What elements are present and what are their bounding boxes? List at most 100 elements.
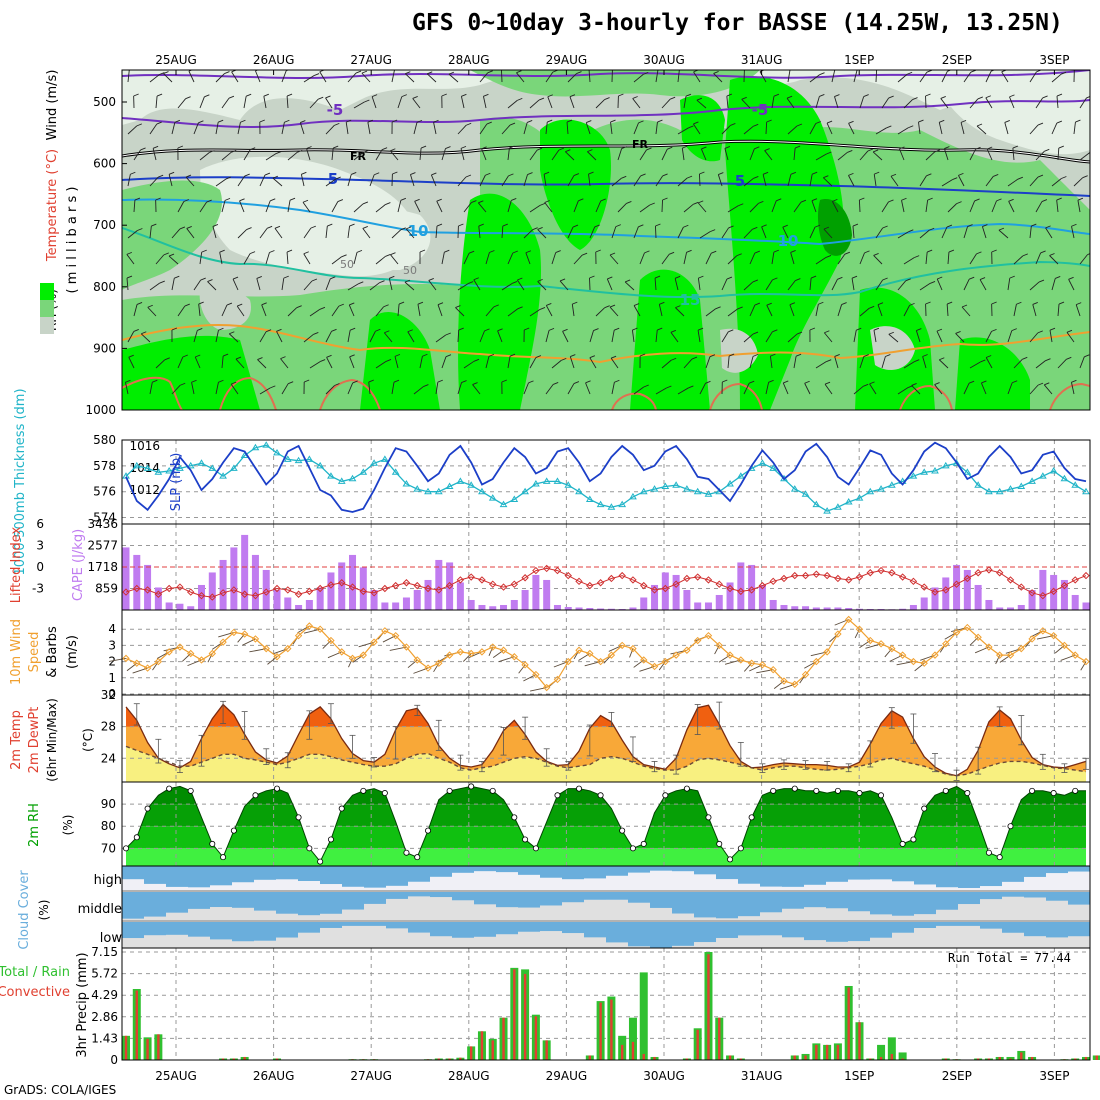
rh2m-unit-label: (%) [61,815,75,836]
wind-barb [168,174,173,187]
wind-barb-flag [445,354,452,358]
cloud-cover-block [210,922,232,940]
wind-barb [1071,226,1075,239]
cape-tick-label: 1718 [87,560,118,574]
wind-barb [1057,147,1060,161]
wind-barb-flag [752,279,759,283]
wind-barb [809,123,817,135]
wind-barb-flag [133,93,139,97]
cape-bar [802,606,810,610]
thickness-point [316,461,325,469]
rh-point [414,854,421,861]
wind-barb [721,278,728,291]
wind-barb [325,331,332,343]
wind-barb-flag [976,123,983,127]
wind-barb-flag [422,353,428,357]
wind-barb [1066,332,1075,343]
wind-barb-flag [926,173,932,177]
wind-barb-flag [824,381,831,385]
wind-barb [215,382,219,395]
wind-barb-flag [996,198,1002,202]
top-date-label: 1SEP [844,53,874,67]
wind-barb [589,357,597,369]
rh-point [770,787,777,794]
wind-barb [670,332,679,343]
wind-barb-flag [901,197,907,201]
wind-barb [947,203,957,213]
wind-barb [823,228,833,239]
cape-bar [543,579,551,610]
wind-barb [859,356,865,369]
bottom-date-label: 31AUG [741,1069,783,1083]
rh-point [856,790,863,797]
wind-barb [537,281,547,291]
lifted-index-point [294,590,303,598]
precip-convective-bar [901,1058,904,1060]
precip-convective-bar [545,1040,548,1060]
wind-barb-flag [967,224,973,227]
wind-barb [787,70,791,83]
cloud-cover-block [1068,866,1090,872]
cape-axis-label: CAPE (J/kg) [71,529,86,601]
wind-barb [516,279,525,291]
wind-barb-flag [246,93,252,97]
cloud-cover-block [760,892,782,913]
wind-barb-flag [916,328,922,331]
wind-barb-flag [812,171,818,175]
cloud-cover-block [144,892,166,917]
wind-barb-flag [918,119,924,123]
cloud-cover-block [1002,892,1024,897]
precip-convective-bar [858,1022,861,1060]
wind-barb [1007,382,1013,395]
wind-speed-point [801,670,810,679]
wind-barb-flag [327,223,333,227]
wind-barb-flag [1044,148,1050,152]
lifted-index-point [618,571,626,580]
wind-barb-flag [383,304,389,308]
wind-barb-flag [1012,380,1018,384]
wind-barb-flag [782,224,788,228]
wind-barb-flag [420,145,427,149]
cape-bar [327,572,335,610]
wind-speed-point [758,661,767,669]
wind-barb [762,174,767,187]
cloud-cover-block [166,892,188,913]
wind-barb [215,330,219,343]
wind-barb [221,356,224,369]
precip-convective-bar [1095,1055,1098,1060]
wind-barb [1032,304,1037,317]
cape-bar [241,534,249,610]
thickness-point [995,487,1004,495]
wind-barb [497,330,503,343]
wind-speed-point [996,651,1004,659]
wind-barb-flag [925,93,931,97]
cape-bar [629,607,637,610]
wind-barb [693,71,701,83]
wind-barb [661,149,668,161]
wind-speed-point [1049,631,1058,640]
wind-barb-flag [195,354,201,358]
thickness-point [553,477,562,484]
wind-barb-flag [1071,223,1077,227]
cloud-cover-block [936,892,958,910]
cloud-cover-block [936,922,958,926]
wind-barb [149,282,161,291]
lifted-index-point [769,577,777,586]
wind-barb-flag [823,226,830,230]
wind-barb-flag [737,306,743,310]
wind-barb [457,176,467,187]
wind-barb-flag [705,380,711,384]
cloud-cover-block [672,892,694,914]
wind-barb [414,201,421,213]
cape-bar [532,574,540,610]
wind-barb-flag [912,97,918,100]
cape-bar [985,599,993,610]
lifted-index-point [586,581,594,590]
wind-barb-flag [610,355,617,359]
wind-barb [633,386,644,395]
isotherm-label: -5 [752,101,769,119]
wind-barb [303,334,314,343]
wind-barb-flag [330,276,336,280]
rh-point [468,783,475,790]
